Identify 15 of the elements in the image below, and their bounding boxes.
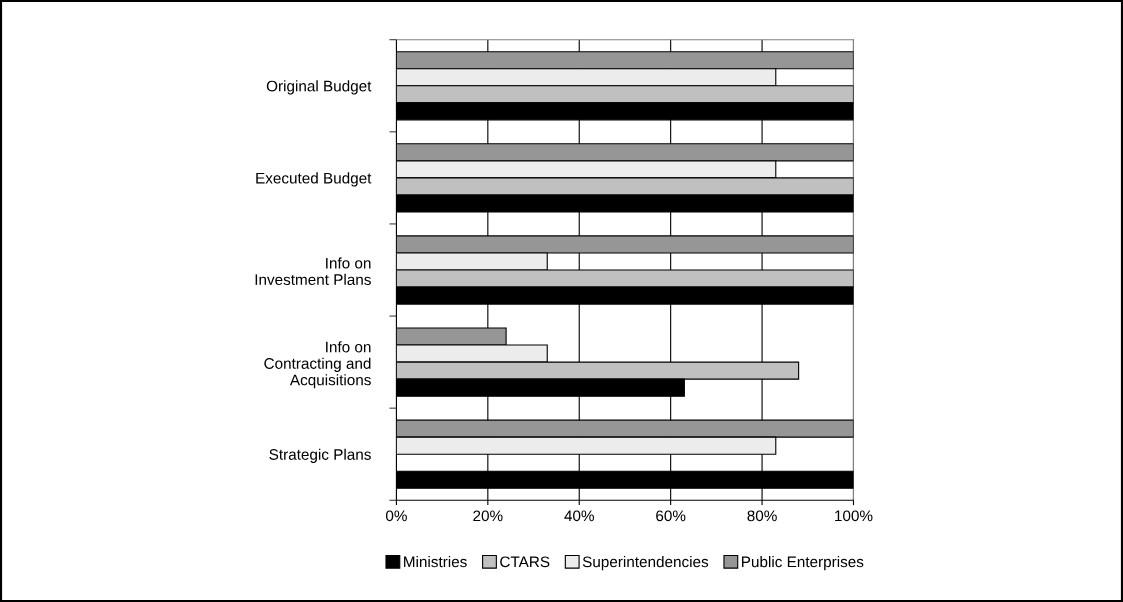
y-tick-label: Info on Contracting and Acquisitions <box>264 341 371 389</box>
legend-label: CTARS <box>500 556 550 568</box>
y-tick-label: Executed Budget <box>256 172 372 187</box>
legend-label: Superintendencies <box>582 556 709 571</box>
x-tick-label: 80% <box>747 510 777 522</box>
x-tick-label: 0% <box>385 510 407 522</box>
y-tick-label: Strategic Plans <box>269 448 371 463</box>
x-tick-label: 40% <box>564 510 594 522</box>
y-tick-label: Info on Investment Plans <box>255 257 371 286</box>
x-tick-label: 100% <box>835 510 873 522</box>
y-tick-label: Original Budget <box>266 80 372 95</box>
legend-label: Public Enterprises <box>742 556 864 571</box>
legend-label: Ministries <box>404 556 467 568</box>
x-tick-label: 20% <box>473 510 503 522</box>
x-tick-label: 60% <box>656 510 686 522</box>
